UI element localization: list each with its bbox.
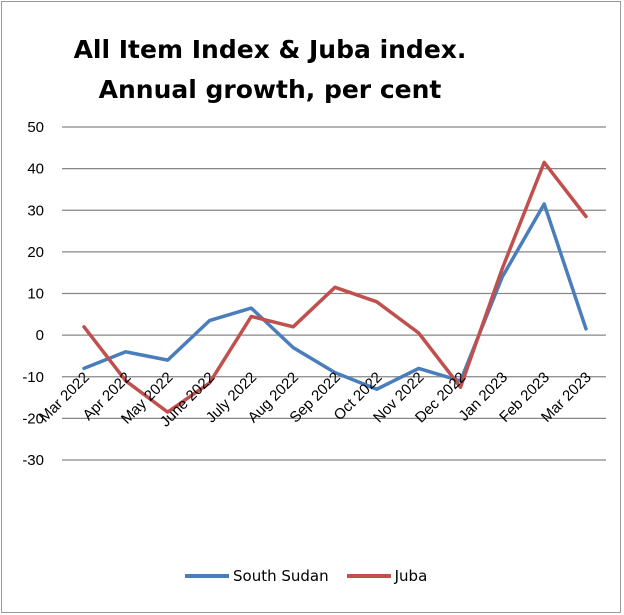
series-line-juba [82, 160, 588, 414]
y-tick-label: 20 [27, 244, 44, 261]
chart-title-line-2: Annual growth, per cent [98, 75, 442, 104]
y-tick-label: -10 [22, 369, 44, 386]
series-lines [82, 160, 588, 414]
y-tick-label: -20 [22, 410, 44, 427]
chart-title: All Item Index & Juba index. Annual grow… [40, 30, 500, 110]
gridlines [62, 126, 606, 461]
y-tick-label: 10 [27, 286, 44, 303]
series-line-south-sudan [82, 202, 588, 391]
legend-swatch-juba [346, 574, 391, 578]
y-tick-label: -30 [22, 452, 44, 469]
legend-item-south-sudan: South Sudan [185, 567, 329, 585]
legend-label-juba: Juba [394, 567, 428, 585]
y-tick-label: 40 [27, 161, 44, 178]
chart-title-line-1: All Item Index & Juba index. [73, 35, 467, 64]
y-axis-ticks: 50 40 30 20 10 0 -10 -20 -30 [22, 119, 44, 469]
legend-item-juba: Juba [346, 567, 428, 585]
y-tick-label: 30 [27, 202, 44, 219]
y-tick-label: 50 [27, 119, 44, 136]
legend-swatch-south-sudan [185, 574, 229, 578]
legend: South Sudan Juba [185, 565, 445, 587]
y-tick-label: 0 [36, 327, 44, 344]
legend-label-south-sudan: South Sudan [233, 567, 329, 585]
